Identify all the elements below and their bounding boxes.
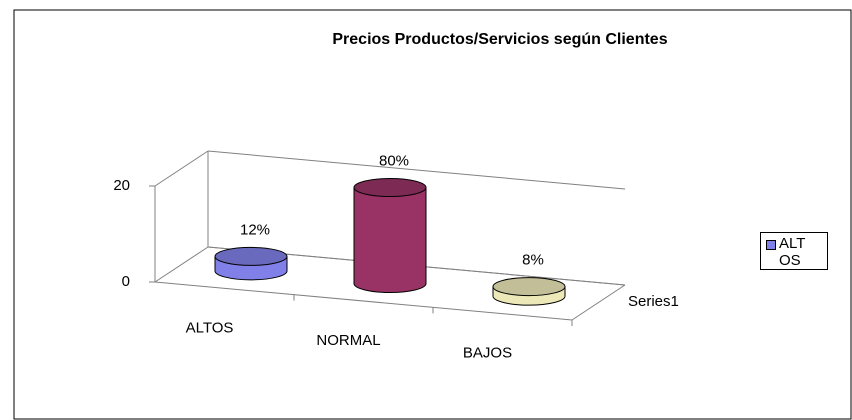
legend-label: ALTOS: [779, 235, 806, 269]
chart-frame: [13, 9, 852, 420]
y-tick-label: 0: [122, 273, 130, 290]
cylinder: [214, 246, 288, 281]
y-tick-label: 20: [113, 177, 130, 194]
cylinder: [353, 178, 427, 293]
cylinder-top: [214, 246, 288, 266]
cylinder-top: [492, 277, 566, 297]
cylinder-top: [353, 178, 427, 197]
x-tick-label: BAJOS: [463, 345, 512, 362]
floor-right: [571, 284, 626, 321]
x-tick-label: ALTOS: [186, 319, 234, 336]
series-axis-label: Series1: [628, 293, 679, 310]
data-label: 12%: [240, 221, 270, 238]
grid-line: [154, 150, 209, 187]
legend: ALTOS: [760, 232, 828, 270]
grid-line: [154, 246, 209, 283]
cylinder-body: [354, 187, 426, 284]
legend-swatch: [766, 240, 776, 250]
data-label: 80%: [379, 152, 409, 169]
x-tick-label: NORMAL: [316, 332, 380, 349]
data-label: 8%: [522, 252, 544, 269]
floor-front: [154, 281, 573, 321]
grid-line: [207, 150, 626, 190]
cylinder: [492, 277, 566, 306]
chart-title: Precios Productos/Servicios según Client…: [332, 31, 667, 48]
